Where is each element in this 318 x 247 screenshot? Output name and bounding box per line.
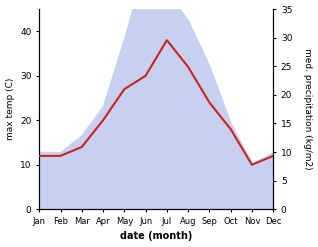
- Y-axis label: med. precipitation (kg/m2): med. precipitation (kg/m2): [303, 48, 313, 170]
- Y-axis label: max temp (C): max temp (C): [5, 78, 15, 140]
- X-axis label: date (month): date (month): [120, 231, 192, 242]
